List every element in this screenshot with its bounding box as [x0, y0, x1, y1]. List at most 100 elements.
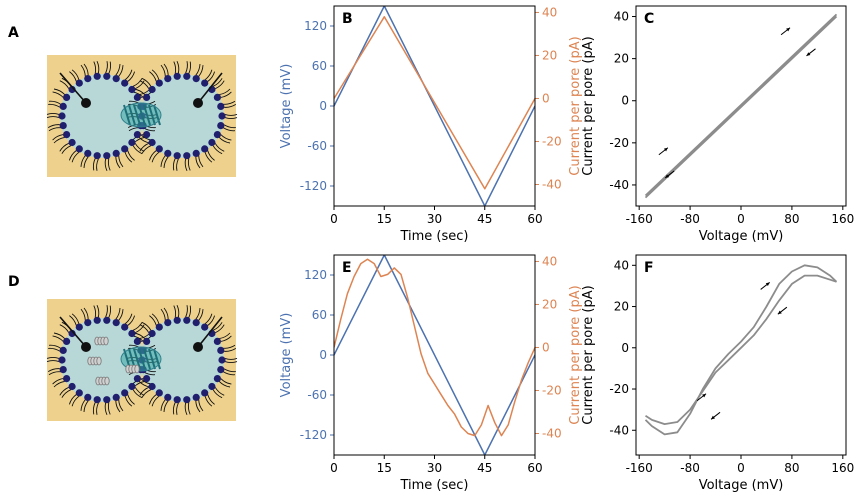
left-electrode-tip [81, 98, 91, 108]
x-tick-label: 0 [737, 461, 745, 475]
pore-protein [120, 102, 162, 128]
plot-frame [333, 5, 536, 207]
x-axis-label: Voltage (mV) [699, 229, 784, 244]
y2-axis-label: Current per pore (pA) [568, 285, 583, 424]
x-tick-label: 60 [527, 461, 542, 475]
direction-arrowhead [765, 282, 770, 287]
plot-frame [333, 254, 536, 456]
x-tick-label: 0 [330, 212, 338, 226]
plot-frame [635, 5, 847, 207]
iv-curve-line-2 [644, 13, 838, 197]
x-tick-label: 0 [330, 461, 338, 475]
right-droplet [140, 74, 224, 158]
y-tick-label: -60 [307, 388, 327, 402]
direction-arrowhead [663, 147, 668, 152]
y-tick-label: 60 [312, 59, 327, 73]
panel-label-e: E [342, 260, 352, 276]
y-tick-label: 60 [312, 308, 327, 322]
direction-arrowhead [711, 415, 715, 420]
right-droplet [140, 318, 224, 402]
voltage-series-line [334, 255, 535, 455]
y2-tick-label: 0 [542, 340, 550, 354]
panel-label-a: A [8, 25, 19, 41]
current-series-line [334, 258, 535, 437]
y-tick-label: -40 [609, 178, 629, 192]
plot-frame [635, 254, 847, 456]
y2-tick-label: 40 [542, 5, 557, 19]
x-tick-label: 0 [737, 212, 745, 226]
chart-panel-e: 0 15 30 45 60 -120 -60 0 60 120 -40 -20 0 20 40 E Time (… [279, 254, 583, 493]
series-group [644, 264, 838, 436]
panel-label-f: F [644, 260, 654, 276]
y-tick-label: 0 [621, 341, 629, 355]
left-droplet [60, 318, 144, 402]
iv-curve-line-1 [644, 15, 838, 199]
series-group [644, 13, 838, 199]
y-tick-label: -120 [300, 428, 327, 442]
panel-label-d: D [8, 274, 20, 290]
y2-tick-label: 40 [542, 254, 557, 268]
droplet-bilayer-schematic-bottom [46, 299, 238, 421]
chart-panel-b: 0 15 30 45 60 -120 -60 0 60 120 -40 -20 0 20 40 B Time (… [279, 5, 583, 244]
series-group [334, 255, 535, 455]
x-tick-label: 45 [477, 212, 492, 226]
series-group [334, 6, 535, 206]
lipid-tails [46, 305, 238, 415]
left-electrode-tip [81, 342, 91, 352]
chart-panel-c: -160 -80 0 80 160 -40 -20 0 20 40 C Voltage (mV) Cur… [581, 5, 854, 244]
x-tick-label: 30 [427, 212, 442, 226]
x-tick-label: 160 [831, 212, 854, 226]
x-axis-label: Time (sec) [399, 478, 468, 493]
y-tick-label: -120 [300, 179, 327, 193]
y2-tick-label: -40 [542, 177, 562, 191]
direction-arrowhead [806, 52, 811, 56]
chart-panel-f: -160 -80 0 80 160 -40 -20 0 20 40 F Voltage (mV) Cur… [581, 254, 854, 493]
y-tick-label: -60 [307, 139, 327, 153]
right-electrode-tip [193, 98, 203, 108]
lipid-heads [58, 316, 226, 404]
y2-axis-label: Current per pore (pA) [568, 36, 583, 175]
direction-arrowhead [665, 174, 670, 178]
x-tick-label: -160 [626, 212, 653, 226]
y-tick-label: 40 [614, 258, 629, 272]
droplet-bilayer-schematic-top [46, 55, 238, 177]
panel-label-b: B [342, 11, 353, 27]
y2-tick-label: -20 [542, 383, 562, 397]
x-tick-label: 15 [377, 212, 392, 226]
voltage-series-line [334, 6, 535, 206]
y-axis-label: Current per pore (pA) [581, 36, 596, 175]
y2-tick-label: -40 [542, 426, 562, 440]
iv-curve-line-1 [644, 264, 838, 436]
left-electrode [59, 316, 87, 348]
panel-label-c: C [644, 11, 654, 27]
y-axis-label: Voltage (mV) [279, 313, 294, 398]
right-electrode [197, 72, 223, 104]
y-tick-label: 20 [614, 300, 629, 314]
y2-tick-label: -20 [542, 134, 562, 148]
x-tick-label: 80 [784, 212, 799, 226]
right-electrode [197, 316, 223, 348]
y-axis-label: Current per pore (pA) [581, 285, 596, 424]
peptide-helices [87, 336, 140, 386]
x-tick-label: 80 [784, 461, 799, 475]
direction-arrowhead [786, 27, 791, 32]
x-tick-label: 60 [527, 212, 542, 226]
y-axis-label: Voltage (mV) [279, 64, 294, 149]
y-tick-label: -20 [609, 136, 629, 150]
x-tick-label: 45 [477, 461, 492, 475]
x-tick-label: -80 [680, 461, 700, 475]
y-tick-label: 20 [614, 52, 629, 66]
y-tick-label: 0 [319, 348, 327, 362]
x-tick-label: -160 [626, 461, 653, 475]
y-tick-label: 40 [614, 10, 629, 24]
y2-tick-label: 20 [542, 48, 557, 62]
y2-tick-label: 20 [542, 297, 557, 311]
x-tick-label: -80 [680, 212, 700, 226]
y-tick-label: 0 [319, 99, 327, 113]
x-axis-label: Voltage (mV) [699, 478, 784, 493]
current-series-line [334, 16, 535, 190]
y-tick-label: -20 [609, 382, 629, 396]
iv-curve-line-2 [645, 274, 837, 426]
x-tick-label: 30 [427, 461, 442, 475]
y-tick-label: -40 [609, 423, 629, 437]
